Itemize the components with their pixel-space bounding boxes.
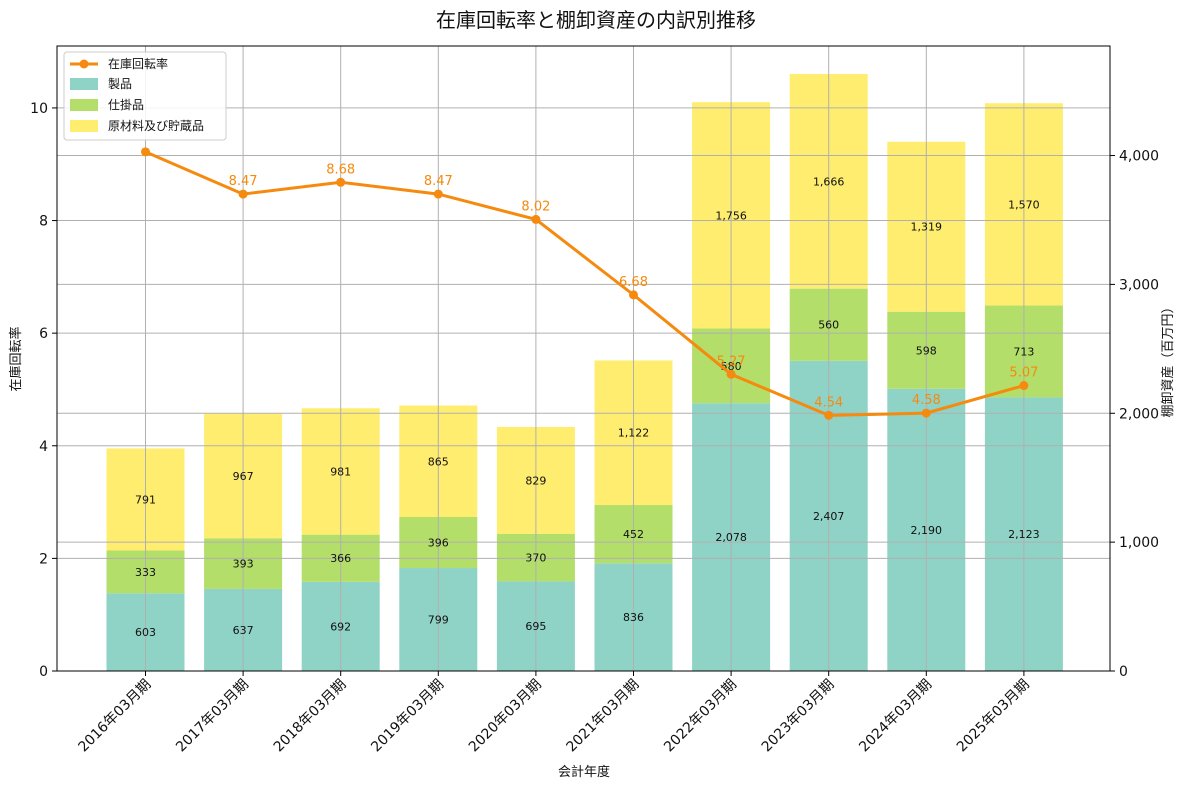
legend-swatch bbox=[70, 120, 98, 132]
turnover-label: 8.68 bbox=[326, 162, 355, 177]
y-left-tick-label: 10 bbox=[30, 101, 48, 117]
bar-label: 452 bbox=[623, 528, 644, 541]
turnover-point bbox=[726, 369, 736, 379]
bar-label: 692 bbox=[330, 620, 351, 633]
turnover-label: 8.47 bbox=[424, 174, 453, 189]
legend-swatch bbox=[70, 99, 98, 111]
bar-label: 333 bbox=[135, 566, 156, 579]
bar-label: 560 bbox=[818, 319, 839, 332]
x-tick-label: 2022年03月期 bbox=[661, 677, 740, 756]
bar-label: 981 bbox=[330, 465, 351, 478]
bar-label: 836 bbox=[623, 611, 644, 624]
bar-label: 1,756 bbox=[715, 209, 747, 222]
legend-box bbox=[63, 51, 227, 141]
bar-label: 713 bbox=[1013, 345, 1034, 358]
bar-label: 2,190 bbox=[911, 524, 943, 537]
y-left-tick-label: 2 bbox=[39, 551, 48, 567]
legend-line-marker bbox=[79, 59, 89, 69]
turnover-label: 8.47 bbox=[229, 174, 258, 189]
x-tick-label: 2020年03月期 bbox=[466, 677, 545, 756]
axes-frame bbox=[56, 45, 1111, 672]
legend-label: 原材料及び貯蔵品 bbox=[108, 119, 204, 133]
bar-label: 1,122 bbox=[618, 427, 650, 440]
bar-label: 829 bbox=[525, 474, 546, 487]
turnover-label: 6.68 bbox=[619, 275, 648, 290]
y-right-tick-label: 3,000 bbox=[1119, 277, 1159, 293]
y-right-tick-label: 4,000 bbox=[1119, 149, 1159, 165]
turnover-label: 4.58 bbox=[912, 393, 941, 408]
turnover-point bbox=[336, 177, 346, 187]
chart-title: 在庫回転率と棚卸資産の内訳別推移 bbox=[436, 8, 756, 32]
bar-label: 1,570 bbox=[1008, 198, 1040, 211]
bar-label: 370 bbox=[525, 552, 546, 565]
legend-label: 仕掛品 bbox=[108, 97, 144, 112]
y-left-tick-label: 8 bbox=[39, 214, 48, 230]
legend-swatch bbox=[70, 78, 98, 90]
turnover-point bbox=[238, 189, 248, 199]
y-right-tick-label: 0 bbox=[1119, 664, 1128, 680]
turnover-label: 5.27 bbox=[717, 354, 746, 369]
bar-label: 799 bbox=[428, 614, 449, 627]
y-left-tick-label: 4 bbox=[39, 439, 48, 455]
legend-label: 製品 bbox=[108, 77, 132, 91]
bar-label: 967 bbox=[233, 470, 254, 483]
plot-area: 603 333 791 637 393 967 692 366 981 799 396 865 695 3… bbox=[30, 45, 1159, 756]
bar-label: 396 bbox=[428, 537, 449, 550]
y-axis-left-label: 在庫回転率 bbox=[8, 326, 24, 391]
turnover-point bbox=[824, 410, 834, 420]
turnover-line bbox=[144, 150, 1025, 417]
bar-label: 2,078 bbox=[715, 531, 747, 544]
y-left-tick-label: 6 bbox=[39, 326, 48, 342]
bar-label: 366 bbox=[330, 552, 351, 565]
turnover-point bbox=[433, 189, 443, 199]
turnover-label: 5.07 bbox=[1009, 366, 1038, 381]
legend-label: 在庫回転率 bbox=[108, 56, 168, 71]
bar-label: 1,666 bbox=[813, 175, 845, 188]
bar-label: 603 bbox=[135, 626, 156, 639]
bar-label: 865 bbox=[428, 455, 449, 468]
turnover-point bbox=[1019, 381, 1029, 391]
x-tick-label: 2017年03月期 bbox=[173, 677, 252, 756]
turnover-point bbox=[921, 408, 931, 418]
bar-label: 791 bbox=[135, 493, 156, 506]
y-right-tick-label: 2,000 bbox=[1119, 406, 1159, 422]
bar-label: 2,407 bbox=[813, 510, 845, 523]
turnover-label: 4.54 bbox=[814, 395, 843, 410]
turnover-point bbox=[629, 290, 638, 300]
bar-label: 2,123 bbox=[1008, 528, 1040, 541]
x-axis-label: 会計年度 bbox=[558, 764, 610, 780]
turnover-label: 8.02 bbox=[521, 199, 550, 214]
y-axis-right-label: 棚卸資産（百万円） bbox=[1160, 300, 1176, 417]
bar-label: 393 bbox=[233, 558, 254, 571]
x-tick-label: 2025年03月期 bbox=[954, 677, 1033, 756]
y-right-tick-label: 1,000 bbox=[1119, 535, 1159, 551]
x-tick-label: 2021年03月期 bbox=[564, 677, 643, 756]
turnover-point bbox=[531, 214, 541, 224]
x-tick-label: 2018年03月期 bbox=[271, 677, 350, 756]
x-tick-label: 2019年03月期 bbox=[368, 677, 447, 756]
x-tick-label: 2024年03月期 bbox=[856, 677, 935, 756]
bar-label: 695 bbox=[525, 620, 546, 633]
x-tick-label: 2023年03月期 bbox=[759, 677, 838, 756]
bar-label: 637 bbox=[233, 624, 254, 637]
bar-label: 598 bbox=[916, 344, 937, 357]
turnover-point bbox=[141, 147, 150, 157]
x-tick-label: 2016年03月期 bbox=[76, 677, 155, 756]
y-left-tick-label: 0 bbox=[39, 664, 48, 680]
bar-label: 1,319 bbox=[911, 221, 943, 234]
